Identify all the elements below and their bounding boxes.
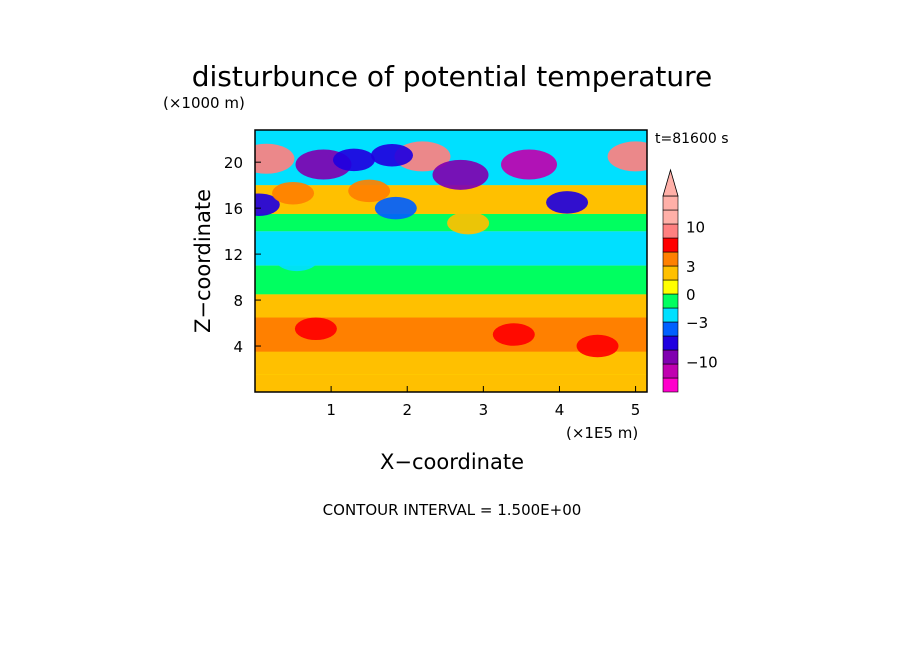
x-tick-label: 4	[555, 401, 565, 419]
contour-feature-18	[348, 179, 391, 203]
contour-feature-12	[492, 323, 535, 346]
contour-feature-11	[294, 317, 337, 341]
colorbar-segment	[662, 363, 679, 379]
contour-field	[255, 130, 647, 392]
colorbar-segment	[662, 209, 679, 225]
contour-feature-15	[275, 248, 318, 272]
colorbar-segment	[662, 279, 679, 295]
x-tick-label: 5	[631, 401, 641, 419]
colorbar-segment	[662, 349, 679, 365]
contour-band-3	[255, 294, 647, 318]
x-axis-label: X−coordinate	[380, 450, 524, 474]
colorbar-label: 0	[686, 286, 696, 304]
contour-band-1	[255, 351, 647, 375]
contour-feature-10	[374, 196, 417, 220]
y-unit-label: (×1000 m)	[163, 94, 245, 112]
x-unit-label: (×1E5 m)	[566, 424, 638, 442]
colorbar-segment	[662, 377, 679, 393]
colorbar-label: −3	[686, 314, 708, 332]
y-tick-label: 16	[224, 200, 243, 218]
contour-feature-20	[447, 211, 490, 235]
contour-feature-6	[432, 159, 489, 190]
x-tick-label: 1	[326, 401, 336, 419]
contour-feature-9	[255, 193, 280, 216]
y-tick-label: 20	[224, 154, 243, 172]
colorbar-label: 3	[686, 258, 696, 276]
time-label: t=81600 s	[655, 131, 729, 147]
colorbar-extend-arrow	[662, 168, 679, 197]
contour-feature-5	[371, 144, 414, 167]
contour-feature-19	[272, 181, 315, 205]
y-tick-label: 4	[233, 338, 243, 356]
plot-frame	[254, 129, 648, 393]
chart-title: disturbunce of potential temperature	[192, 60, 713, 93]
colorbar-segment	[662, 307, 679, 323]
y-tick-label: 12	[224, 246, 243, 264]
x-axis: 1 2 3 4 5	[326, 386, 640, 419]
contour-band-4	[255, 265, 647, 295]
contour-band-0	[255, 374, 647, 392]
contour-feature-4	[332, 148, 375, 172]
contour-feature-14	[576, 334, 619, 358]
colorbar-label: 10	[686, 218, 705, 236]
x-tick-label: 3	[479, 401, 489, 419]
contour-feature-16	[424, 242, 467, 266]
colorbar-segment	[662, 237, 679, 253]
colorbar-segment	[662, 251, 679, 267]
colorbar: 10 3 0 −3 −10	[662, 168, 718, 393]
y-tick-label: 8	[233, 292, 243, 310]
colorbar-label: −10	[686, 354, 718, 372]
colorbar-segment	[662, 195, 679, 211]
contour-band-7	[255, 185, 647, 214]
contour-feature-17	[599, 237, 642, 260]
colorbar-segment	[662, 335, 679, 351]
y-axis-label: Z−coordinate	[191, 189, 215, 333]
colorbar-segment	[662, 223, 679, 239]
colorbar-segment	[662, 321, 679, 337]
contour-interval-label: CONTOUR INTERVAL = 1.500E+00	[323, 501, 582, 519]
contour-feature-8	[546, 191, 589, 214]
x-tick-label: 2	[402, 401, 412, 419]
contour-feature-2	[607, 141, 647, 172]
contour-plot-area	[254, 129, 648, 393]
contour-feature-7	[501, 149, 558, 180]
contour-feature-0	[255, 143, 295, 174]
colorbar-segment	[662, 265, 679, 281]
y-axis: 4 8 12 16 20	[224, 154, 261, 356]
contour-feature-13	[401, 327, 444, 351]
colorbar-segment	[662, 293, 679, 309]
